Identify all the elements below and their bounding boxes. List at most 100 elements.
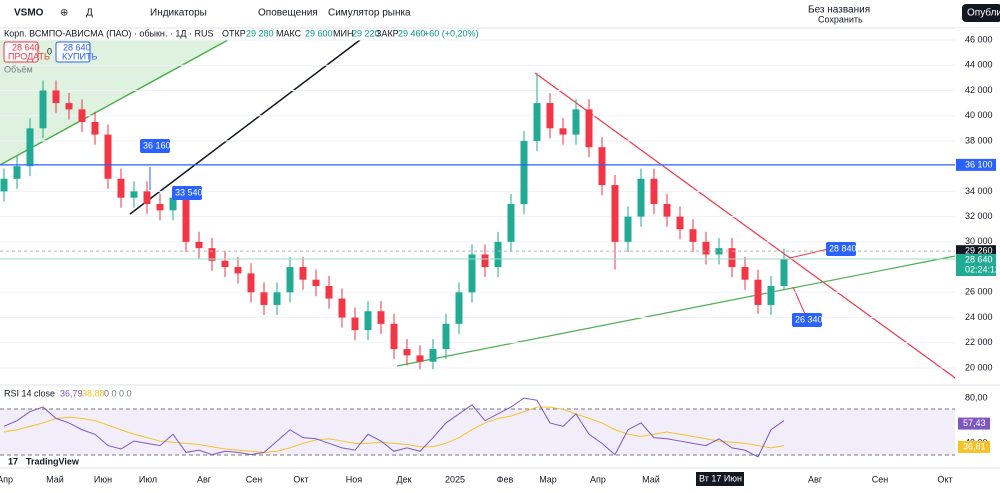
legend-change: +60 (+0,20%) bbox=[424, 28, 479, 38]
price-tick-label: 34 000 bbox=[965, 186, 993, 196]
candle-body bbox=[715, 248, 723, 255]
time-axis-label: Фев bbox=[497, 474, 514, 484]
time-axis-label: Мар bbox=[539, 474, 557, 484]
rsi-ma-value: 38,88 bbox=[82, 388, 105, 398]
time-axis-label: Сен bbox=[872, 474, 889, 484]
layout-name[interactable]: Без названия bbox=[808, 5, 870, 16]
sell-price[interactable]: 28 640 bbox=[12, 42, 40, 52]
candle-body bbox=[299, 267, 307, 280]
candle-body bbox=[143, 191, 151, 204]
rsi-current-label: 57,43 bbox=[963, 418, 986, 428]
candle-body bbox=[117, 178, 125, 198]
time-axis-label: Ноя bbox=[346, 474, 363, 484]
candle-body bbox=[663, 204, 671, 217]
drawing-label-box bbox=[140, 139, 170, 153]
price-tick-label: 24 000 bbox=[965, 312, 993, 322]
drawing-label-box bbox=[826, 242, 856, 256]
candle-body bbox=[377, 311, 385, 324]
candle-body bbox=[676, 216, 684, 230]
drawing-line bbox=[534, 72, 959, 381]
candle-body bbox=[325, 286, 333, 299]
buy-label[interactable]: КУПИТЬ bbox=[62, 51, 97, 61]
candle-body bbox=[273, 292, 281, 305]
candle-body bbox=[741, 267, 749, 280]
legend-label: МИН bbox=[333, 28, 353, 38]
publish-button[interactable] bbox=[962, 4, 1000, 22]
price-tick-label: 40 000 bbox=[965, 110, 993, 120]
candle-body bbox=[312, 279, 320, 286]
candle-body bbox=[364, 311, 372, 331]
price-label-box bbox=[956, 158, 996, 171]
candle-body bbox=[702, 241, 710, 255]
crosshair-date: Вт 17 Июн '25 bbox=[699, 473, 756, 483]
time-axis-label: Май bbox=[642, 474, 660, 484]
time-axis-label: Авг bbox=[197, 474, 212, 484]
buy-price[interactable]: 28 640 bbox=[63, 42, 91, 52]
save-state: Сохранить bbox=[818, 14, 863, 24]
add-symbol[interactable]: ⊕ bbox=[60, 8, 68, 19]
spread: 0 bbox=[47, 46, 52, 56]
sell-label[interactable]: ПРОДАТЬ bbox=[8, 51, 50, 61]
candle-body bbox=[65, 103, 73, 110]
volume-label: Объём bbox=[4, 64, 33, 74]
candle-body bbox=[546, 103, 554, 129]
rsi-tick-label: 80,00 bbox=[965, 392, 988, 402]
drawing-line bbox=[0, 39, 229, 166]
candle-body bbox=[429, 349, 437, 362]
candle-body bbox=[559, 128, 567, 135]
rsi-label-box bbox=[958, 440, 990, 453]
drawing-line bbox=[129, 39, 361, 215]
candle-body bbox=[520, 140, 528, 204]
price-tick-label: 26 000 bbox=[965, 287, 993, 297]
rsi-band bbox=[0, 409, 955, 455]
candle-body bbox=[39, 90, 47, 129]
candle-body bbox=[624, 216, 632, 242]
legend-value: 29 280 bbox=[246, 28, 274, 38]
symbol[interactable]: VSMO bbox=[14, 8, 44, 19]
rsi-extra: 0 0 0 0 bbox=[104, 388, 132, 398]
time-axis-label: Апр bbox=[590, 474, 606, 484]
time-axis-label: 2025 bbox=[445, 474, 465, 484]
sell-button[interactable] bbox=[3, 41, 39, 63]
countdown: 02:24:12 bbox=[965, 264, 1000, 274]
drawing-line bbox=[396, 255, 956, 367]
indicators[interactable]: Индикаторы bbox=[150, 8, 207, 19]
legend-value: 29 600 bbox=[305, 28, 333, 38]
hline-price: 36 100 bbox=[965, 159, 993, 169]
candle-body bbox=[221, 260, 229, 268]
candle-body bbox=[507, 204, 515, 242]
time-axis-label: Июл bbox=[139, 474, 157, 484]
replay[interactable]: Симулятор рынка bbox=[328, 8, 411, 19]
price-tick-label: 20 000 bbox=[965, 362, 993, 372]
candle-body bbox=[104, 134, 112, 179]
legend-value: 29 460 bbox=[398, 28, 426, 38]
time-axis-label: Май bbox=[46, 474, 64, 484]
drawing-label: 33 540 bbox=[175, 187, 203, 197]
buy-button[interactable] bbox=[55, 41, 91, 63]
time-axis-label: Дек bbox=[396, 474, 411, 484]
rsi-current-label: 36,81 bbox=[963, 441, 986, 451]
price-tick-label: 42 000 bbox=[965, 85, 993, 95]
candle-body bbox=[572, 109, 580, 135]
candle-body bbox=[585, 109, 593, 148]
candle-body bbox=[689, 229, 697, 242]
candle-body bbox=[403, 349, 411, 356]
candle-body bbox=[533, 103, 541, 141]
interval[interactable]: Д bbox=[86, 8, 93, 19]
candle-body bbox=[494, 241, 502, 268]
candle-body bbox=[208, 248, 216, 261]
time-axis-label: Сен bbox=[246, 474, 263, 484]
candle-body bbox=[182, 197, 190, 242]
candle-body bbox=[754, 279, 762, 305]
candle-body bbox=[52, 90, 60, 104]
candle-body bbox=[260, 292, 268, 305]
price-pane bbox=[0, 39, 959, 381]
alerts[interactable]: Оповещения bbox=[258, 8, 318, 19]
last-price: 29 260 bbox=[965, 246, 993, 256]
time-axis-label: Авг bbox=[808, 474, 823, 484]
candle-body bbox=[234, 267, 242, 274]
price-tick-label: 22 000 bbox=[965, 337, 993, 347]
candle-body bbox=[26, 128, 34, 167]
publish-label[interactable]: Опубликовать bbox=[967, 7, 1000, 19]
candle-body bbox=[13, 166, 21, 179]
